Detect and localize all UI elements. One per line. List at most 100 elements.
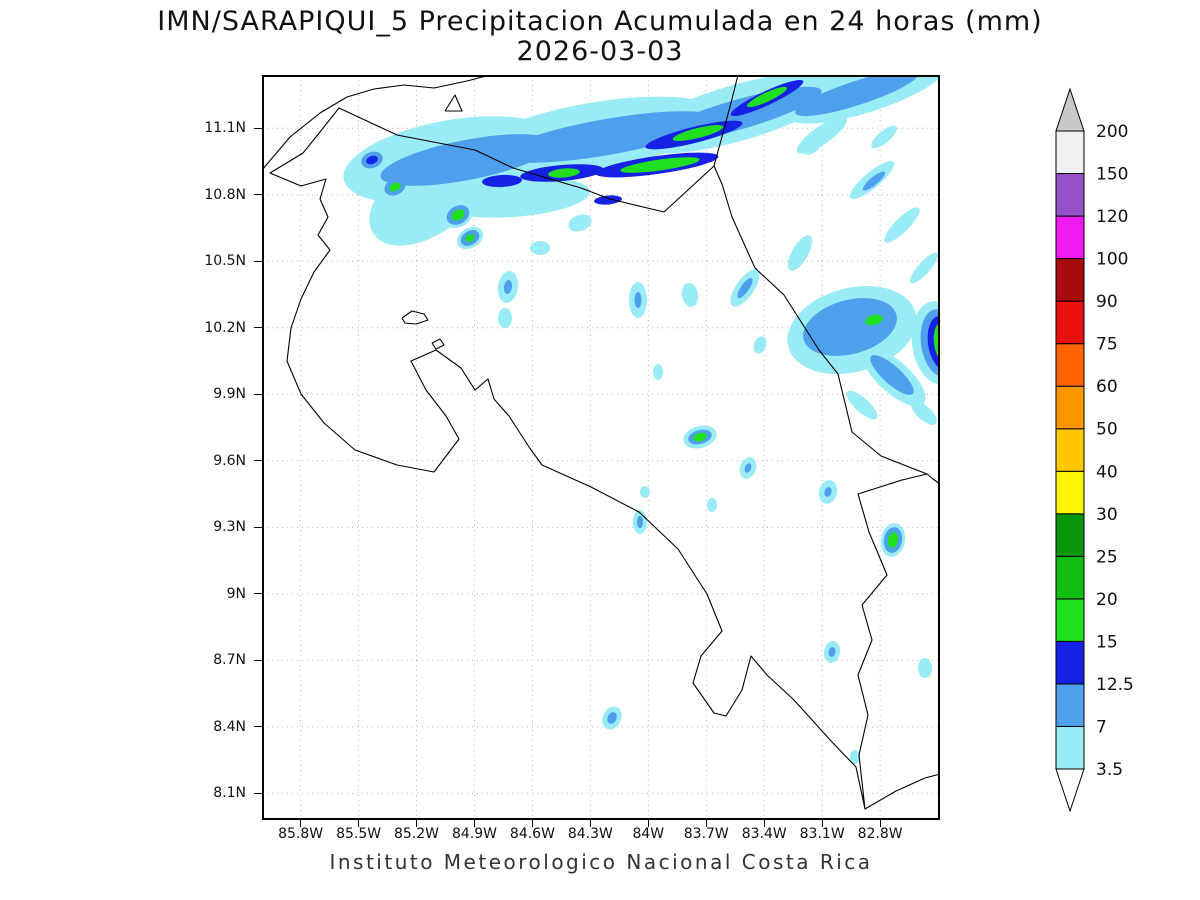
colorbar-tick-label: 12.5 [1096,675,1134,695]
precip-cell [787,235,813,271]
precip-cell [366,155,378,165]
colorbar-segment [1055,130,1085,175]
precip-cell [828,647,836,657]
colorbar-tick-label: 60 [1096,377,1118,397]
precip-cell [737,277,753,299]
lon-tick-label: 84.3W [567,826,613,842]
lat-tick-label: 9.9N [213,386,246,403]
precip-cell [909,252,939,284]
lon-tick-mark [763,820,765,827]
colorbar-under-arrow [1055,768,1085,813]
precip-cell [753,336,767,354]
colorbar-tick-label: 30 [1096,505,1118,525]
precip-cell [681,283,699,307]
precip-cell [707,498,717,512]
lat-tick-mark [254,593,262,595]
colorbar-tick-label: 25 [1096,547,1118,567]
precip-cell [594,195,622,205]
lat-tick-mark [254,792,262,794]
lat-axis-ticks [254,75,262,820]
precip-cell [637,516,643,528]
precip-cell [846,390,878,420]
lon-tick-mark [358,820,360,827]
precip-cell [870,355,914,395]
colorbar-tick-label: 100 [1096,250,1128,270]
lon-tick-label: 84.6W [509,826,555,842]
precip-cell [887,532,899,548]
lat-tick-mark [254,127,262,129]
lat-tick-label: 11.1N [204,120,246,137]
colorbar-tick-label: 75 [1096,335,1118,355]
lat-tick-label: 8.4N [213,718,246,735]
map-content [262,75,940,820]
lon-tick-mark [473,820,475,827]
precip-cell [503,280,513,294]
colorbar-tick-label: 15 [1096,632,1118,652]
colorbar-segment [1055,428,1085,472]
lat-tick-mark [254,194,262,196]
colorbar-tick-label: 120 [1096,207,1128,227]
lon-axis-ticks [262,820,940,827]
coastline-path [926,473,940,485]
precip-cell [607,712,617,724]
lat-tick-label: 10.8N [204,186,246,203]
lat-tick-mark [254,726,262,728]
lon-tick-label: 83.7W [683,826,729,842]
precip-cell [640,486,650,498]
precip-cell [927,316,940,370]
lat-tick-mark [254,460,262,462]
coastline-path [431,338,445,350]
colorbar-tick-label: 50 [1096,420,1118,440]
precip-cell [693,432,707,442]
footer-text: Instituto Meteorologico Nacional Costa R… [329,850,873,874]
precip-cell [500,111,714,163]
colorbar-segment [1055,385,1085,430]
coastline-path [269,107,928,810]
lon-tick-label: 83.1W [799,826,845,842]
precip-cell [865,314,883,326]
precip-cell [634,292,642,308]
colorbar-segment [1055,173,1085,217]
chart-date: 2026-03-03 [516,36,684,67]
lat-tick-mark [254,260,262,262]
colorbar-segment [1055,258,1085,302]
colorbar-segment [1055,598,1085,642]
precip-cell [862,171,886,191]
lon-tick-label: 85.8W [278,826,324,842]
precip-cell [744,463,752,473]
precip-cell [465,234,475,242]
colorbar-tick-label: 20 [1096,590,1118,610]
lon-tick-label: 82.8W [857,826,903,842]
colorbar-tick-label: 7 [1096,717,1107,737]
map-plot-area [262,75,940,820]
lon-axis-labels: 85.8W 85.5W 85.2W 84.9W 84.6W 84.3W 84W 83.7W 83… [262,826,940,846]
colorbar-tick-label: 200 [1096,122,1128,142]
lon-tick-label: 85.5W [336,826,382,842]
colorbar-tick-label: 3.5 [1096,760,1123,780]
colorbar-segment [1055,513,1085,557]
lat-tick-label: 9.3N [213,519,246,536]
lon-tick-label: 85.2W [394,826,440,842]
coastline-path [444,94,463,112]
coastline-path [713,75,739,167]
precip-cell [672,125,724,141]
precip-cell [482,174,522,188]
precip-cell [871,125,897,149]
precip-cell [620,157,700,173]
precip-cell [451,209,465,221]
lat-tick-label: 9.6N [213,452,246,469]
colorbar-segment [1055,343,1085,387]
lon-tick-mark [416,820,418,827]
lon-tick-mark [647,820,649,827]
precip-cell [911,401,937,425]
precip-cell [746,86,788,108]
colorbar-segment [1055,215,1085,260]
precip-cell [568,214,592,232]
precip-cell [498,308,512,328]
precip-cell [803,298,897,356]
lon-tick-mark [300,820,302,827]
lon-tick-mark [821,820,823,827]
colorbar-segment [1055,683,1085,727]
lat-tick-mark [254,659,262,661]
